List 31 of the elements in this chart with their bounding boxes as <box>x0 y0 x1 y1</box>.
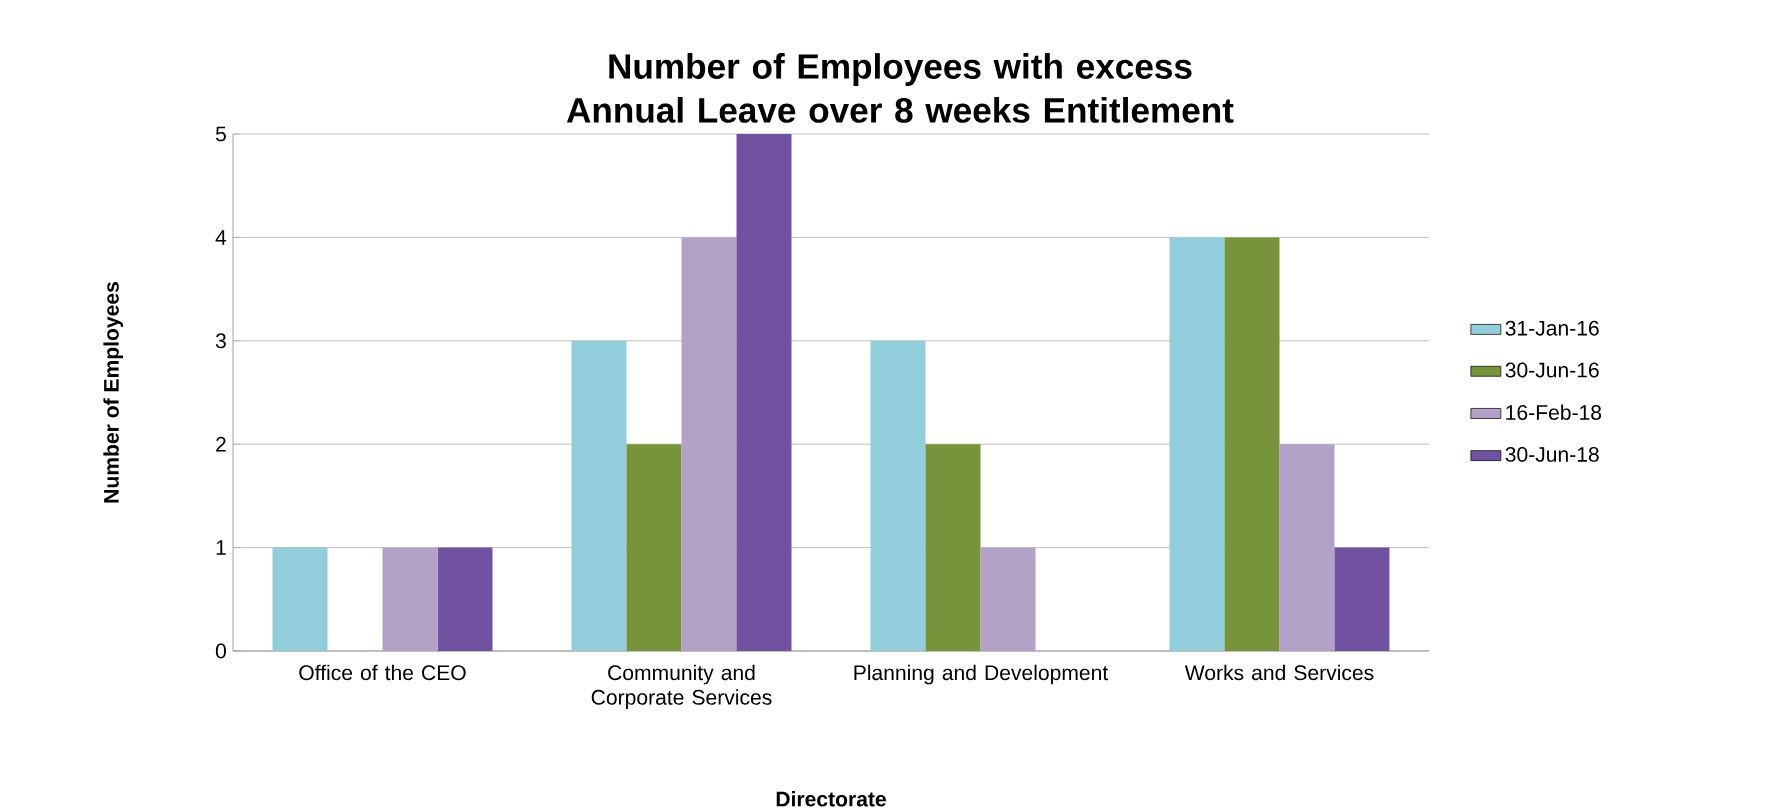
x-axis-title: Directorate <box>776 790 886 807</box>
bar <box>736 133 792 651</box>
bar <box>870 340 926 651</box>
y-tick-label: 5 <box>215 126 226 142</box>
y-tick-label: 0 <box>215 643 226 659</box>
legend-label: 31-Jan-16 <box>1505 320 1599 336</box>
bar <box>1169 237 1225 651</box>
x-tick-label: Planning and Development <box>854 664 1109 685</box>
bar <box>626 444 682 651</box>
bar <box>382 547 438 651</box>
y-tick-label: 3 <box>215 333 226 349</box>
bar <box>1224 237 1280 651</box>
bar <box>571 340 627 651</box>
x-tick-label: Community and Corporate Services <box>591 664 772 709</box>
bar <box>437 547 493 651</box>
legend-label: 30-Jun-18 <box>1505 446 1599 462</box>
x-tick-label: Works and Services <box>1184 664 1374 680</box>
y-tick-label: 4 <box>215 229 227 245</box>
y-axis-title: Number of Employees <box>103 281 124 503</box>
chart-title: Number of Employees with excess Annual Leave over 8 weeks Entitlement <box>566 52 1234 123</box>
x-tick-label: Office of the CEO <box>299 664 466 680</box>
bar <box>272 547 328 651</box>
bar <box>1279 444 1335 651</box>
y-tick-label: 1 <box>216 540 226 555</box>
legend-label: 30-Jun-16 <box>1505 362 1599 378</box>
bar <box>925 444 981 651</box>
y-tick-label: 2 <box>216 436 226 452</box>
bar <box>1334 547 1390 651</box>
legend-label: 16-Feb-18 <box>1506 404 1602 420</box>
bar <box>980 547 1036 651</box>
bar <box>681 237 737 651</box>
